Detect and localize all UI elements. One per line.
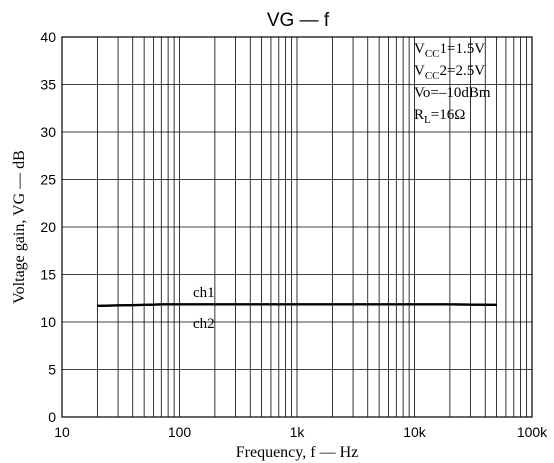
y-tick-labels: 0 5 10 15 20 25 30 35 40 (40, 29, 56, 425)
y-tick-label: 0 (48, 409, 56, 425)
y-tick-label: 10 (40, 314, 56, 330)
condition-line: VCC1=1.5V (414, 41, 485, 60)
y-axis-label: Voltage gain, VG — dB (11, 150, 28, 304)
x-tick-labels: 10 100 1k 10k 100k (54, 424, 548, 440)
y-tick-label: 35 (40, 77, 56, 93)
condition-line: RL=16Ω (414, 107, 465, 126)
y-tick-label: 40 (40, 29, 56, 45)
y-tick-label: 15 (40, 267, 56, 283)
series-line-ch2 (97, 303, 497, 307)
y-tick-label: 25 (40, 172, 56, 188)
x-tick-label: 1k (290, 424, 306, 440)
condition-line: VCC2=2.5V (414, 63, 485, 82)
conditions-box: VCC1=1.5V VCC2=2.5V Vo=–10dBm RL=16Ω (414, 41, 491, 126)
series-label-ch2: ch2 (193, 316, 215, 332)
x-tick-label: 100k (517, 424, 548, 440)
series-lines (97, 303, 497, 307)
x-tick-label: 100 (168, 424, 192, 440)
chart-title: VG — f (267, 10, 330, 31)
y-tick-label: 20 (40, 219, 56, 235)
series-label-ch1: ch1 (193, 285, 215, 301)
x-tick-label: 10k (403, 424, 427, 440)
grid (62, 36, 532, 418)
y-tick-label: 5 (48, 362, 56, 378)
plot-frame (61, 36, 533, 418)
x-tick-label: 10 (54, 424, 70, 440)
x-axis-label: Frequency, f — Hz (236, 444, 358, 461)
y-tick-label: 30 (40, 124, 56, 140)
condition-line: Vo=–10dBm (414, 85, 491, 101)
